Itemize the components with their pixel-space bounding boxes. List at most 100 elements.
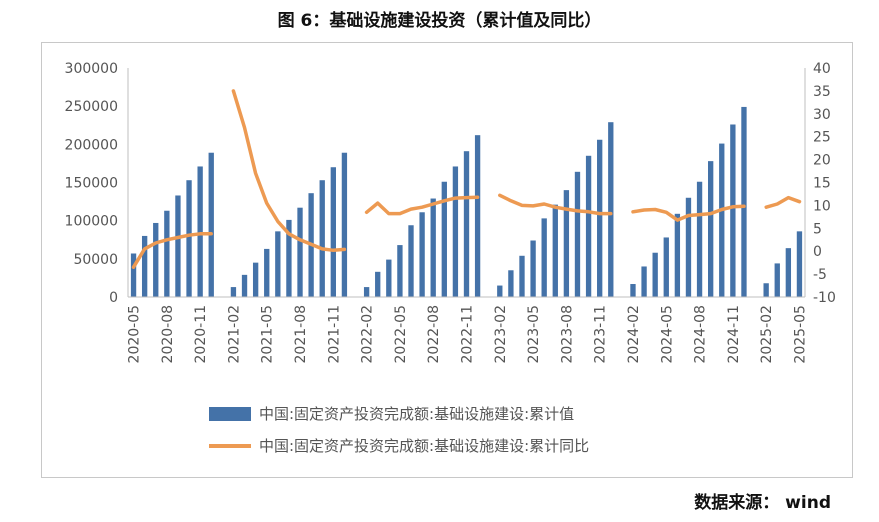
bar [796,231,803,297]
x-tick-label: 2021-02 [226,305,242,364]
data-source: 数据来源： wind [694,493,831,513]
chart-frame [41,42,853,478]
y-right-tick-label: 5 [813,221,822,237]
bar [774,263,780,297]
x-tick-label: 2024-08 [693,305,709,364]
bar [641,266,647,297]
bar-series [130,106,803,298]
bar [153,222,159,297]
bar [286,219,292,297]
legend: 中国:固定资产投资完成额:基础设施建设:累计值中国:固定资产投资完成额:基础设施… [209,405,589,455]
bar [130,253,137,297]
bar [430,198,436,297]
bar [563,190,570,297]
bar [663,237,669,297]
series-line [631,204,746,222]
bar [474,135,481,297]
x-tick-label: 2022-11 [460,305,476,364]
x-tick-label: 2022-02 [360,305,376,364]
bar [741,106,747,298]
y-left-tick-label: 100000 [65,214,118,230]
bar [175,195,181,297]
chart-title: 图 6：基础设施建设投资（累计值及同比） [277,11,602,31]
series-line [498,193,613,216]
bar [708,161,714,297]
bar [164,210,170,297]
bar [441,181,447,297]
bar [141,235,148,297]
bar [241,274,248,297]
y-left-tick-label: 200000 [65,137,118,153]
bar [696,181,703,297]
x-tick-label: 2024-05 [659,305,675,364]
bar [785,248,792,297]
series-line [364,195,480,216]
axes: 0 50000 100000 150000 200000 250000 300000 -10 -… [65,61,836,364]
y-right-tick-label: 20 [813,153,831,169]
series-line [231,89,347,253]
bar [386,259,392,297]
legend-bar-label: 中国:固定资产投资完成额:基础设施建设:累计值 [259,405,574,423]
y-right-tick-label: 40 [813,61,831,77]
bar [652,252,658,297]
bar [541,218,547,297]
bar [685,197,692,297]
y-right-tick-label: 15 [813,176,831,192]
y-left-tick-label: 150000 [65,176,118,192]
y-left-tick-label: 50000 [73,252,118,268]
bar [419,212,425,297]
bar [497,285,503,297]
y-left-tick-label: 0 [109,290,118,306]
y-right-tick-label: 35 [813,84,831,100]
bar [252,262,259,297]
bar [297,207,303,297]
x-tick-label: 2023-02 [493,305,509,364]
bar [341,152,348,297]
bar [519,255,525,297]
legend-line-label: 中国:固定资产投资完成额:基础设施建设:累计同比 [259,437,589,455]
bar [530,240,536,297]
bar [452,166,459,297]
bar [330,167,336,297]
x-tick-label: 2025-05 [793,305,809,364]
bar [186,180,192,297]
legend-bar-swatch [209,407,251,421]
x-tick-label: 2024-11 [726,305,742,364]
y-left-tick-label: 250000 [65,99,118,115]
bar [397,245,403,297]
line-series [131,89,802,269]
y-right-tick-label: -5 [813,267,827,283]
bar [408,225,414,297]
bar [597,139,603,297]
bar [264,248,270,297]
x-tick-label: 2022-08 [426,305,442,364]
y-right-tick-label: -10 [813,290,836,306]
x-tick-label: 2023-11 [593,305,609,364]
bar [230,287,237,297]
x-tick-label: 2020-08 [160,305,176,364]
x-tick-label: 2021-05 [260,305,276,364]
bar [630,284,636,297]
x-tick-label: 2023-05 [526,305,542,364]
x-tick-label: 2022-05 [393,305,409,364]
y-right-tick-label: 25 [813,130,831,146]
x-tick-label: 2023-08 [559,305,575,364]
bar [319,180,325,297]
x-tick-label: 2024-02 [626,305,642,364]
y-right-tick-label: 10 [813,198,831,214]
bar [208,152,214,297]
series-line [764,195,802,209]
bar [763,283,769,297]
y-right-tick-label: 0 [813,244,822,260]
bar [574,171,581,297]
bar [508,270,514,297]
series-line [131,232,213,269]
bar [197,166,203,297]
x-tick-label: 2021-08 [293,305,309,364]
bar [674,213,681,297]
x-tick-label: 2025-02 [759,305,775,364]
bar [463,151,470,297]
bar [363,287,370,297]
x-tick-label: 2020-11 [193,305,209,364]
